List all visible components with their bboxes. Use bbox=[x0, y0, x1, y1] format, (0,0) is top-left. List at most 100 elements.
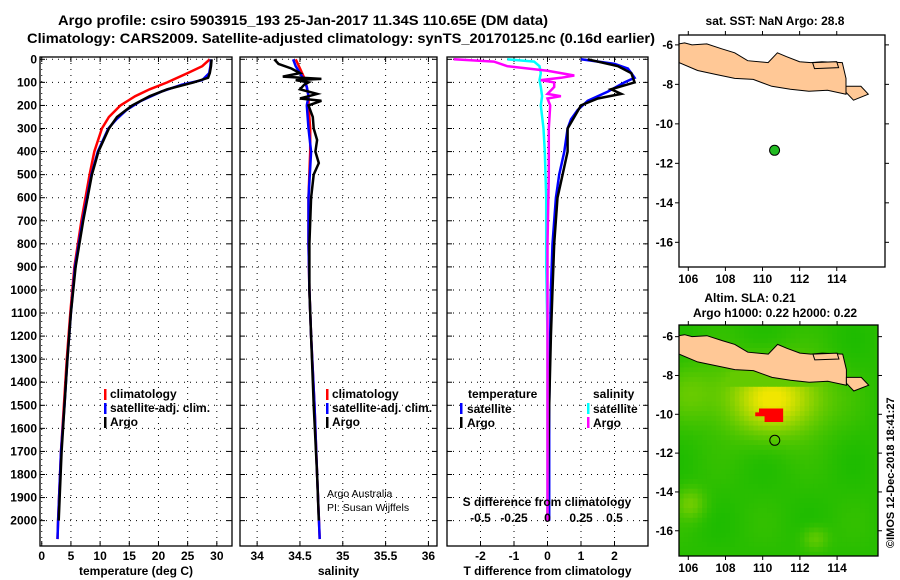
sla-cell bbox=[818, 478, 824, 484]
sla-cell bbox=[758, 463, 764, 470]
sla-cell bbox=[832, 468, 838, 475]
sla-cell bbox=[795, 325, 801, 329]
sla-cell bbox=[706, 458, 713, 465]
sla-cell bbox=[846, 395, 852, 402]
sla-cell bbox=[841, 454, 847, 460]
sla-cell bbox=[874, 386, 878, 392]
sla-cell bbox=[790, 497, 796, 504]
sla-cell bbox=[785, 381, 792, 387]
sla-cell bbox=[716, 458, 722, 465]
sla-cell bbox=[734, 473, 740, 479]
sla-cell bbox=[785, 405, 792, 412]
sla-cell bbox=[804, 483, 810, 489]
sla-cell bbox=[860, 531, 866, 538]
sla-cell bbox=[818, 415, 824, 421]
sla-cell bbox=[804, 463, 810, 470]
sla-cell bbox=[683, 502, 689, 509]
sla-cell bbox=[795, 512, 801, 518]
sla-cell bbox=[823, 337, 829, 344]
sla-cell bbox=[813, 483, 819, 489]
sla-cell bbox=[725, 386, 731, 392]
sla-cell bbox=[846, 526, 852, 533]
sla-cell bbox=[720, 526, 726, 533]
sla-cell bbox=[865, 522, 871, 528]
sla-cell bbox=[869, 434, 875, 441]
sla-cell bbox=[734, 332, 740, 339]
lat-tick-label: -8 bbox=[662, 368, 673, 382]
lon-tick-label: 108 bbox=[715, 272, 735, 286]
sla-cell bbox=[790, 395, 796, 402]
sla-cell bbox=[744, 531, 750, 538]
sla-cell bbox=[837, 454, 843, 460]
sla-cell bbox=[711, 478, 717, 484]
sla-cell bbox=[804, 381, 810, 387]
sla-cell bbox=[720, 366, 726, 373]
sla-cell bbox=[823, 347, 829, 353]
sla-cell bbox=[702, 449, 708, 455]
sla-cell bbox=[860, 478, 866, 484]
sla-cell bbox=[874, 410, 878, 416]
sla-cell bbox=[841, 502, 847, 509]
sla-cell bbox=[799, 420, 806, 426]
sla-cell bbox=[753, 541, 759, 547]
sla-cell bbox=[753, 449, 759, 455]
sla-cell bbox=[799, 332, 806, 339]
sla-cell bbox=[692, 444, 699, 450]
sla-cell bbox=[823, 488, 829, 494]
sla-cell bbox=[725, 483, 731, 489]
sla-cell bbox=[711, 410, 717, 416]
sla-cell bbox=[813, 444, 819, 450]
sla-cell bbox=[772, 531, 778, 538]
sla-cell bbox=[804, 507, 810, 513]
sla-cell bbox=[823, 526, 829, 533]
sla-cell bbox=[683, 546, 689, 552]
sla-cell bbox=[706, 526, 713, 533]
sla-cell bbox=[818, 483, 824, 489]
sla-cell bbox=[734, 478, 740, 484]
sla-cell bbox=[753, 512, 759, 518]
sla-cell bbox=[827, 546, 833, 552]
sla-cell bbox=[841, 551, 847, 556]
sla-cell bbox=[753, 386, 759, 392]
lat-tick-label: -12 bbox=[656, 446, 674, 460]
sla-cell bbox=[739, 458, 745, 465]
sla-cell bbox=[804, 415, 810, 421]
sla-cell bbox=[855, 517, 861, 523]
sla-cell bbox=[776, 449, 782, 455]
sla-cell bbox=[781, 405, 787, 412]
sla-cell bbox=[706, 420, 713, 426]
sla-cell bbox=[832, 400, 838, 407]
sla-cell bbox=[697, 439, 703, 445]
sla-cell bbox=[823, 454, 829, 460]
lon-tick-label: 112 bbox=[790, 561, 810, 575]
sla-cell bbox=[832, 449, 838, 455]
sla-cell bbox=[837, 395, 843, 402]
sla-cell bbox=[688, 463, 694, 470]
sla-cell bbox=[851, 492, 857, 499]
sla-cell bbox=[785, 488, 792, 494]
sla-cell bbox=[818, 497, 824, 504]
sla-cell bbox=[753, 517, 759, 523]
sla-cell bbox=[683, 357, 689, 363]
legend-swatch bbox=[326, 389, 329, 400]
sla-cell bbox=[860, 468, 866, 475]
sla-cell bbox=[720, 468, 726, 475]
sla-cell bbox=[841, 400, 847, 407]
sla-cell bbox=[702, 522, 708, 528]
sla-cell bbox=[748, 420, 754, 426]
sla-cell bbox=[730, 497, 736, 504]
sla-cell bbox=[865, 327, 871, 334]
sla-cell bbox=[767, 507, 773, 513]
sla-cell bbox=[772, 517, 778, 523]
sla-cell bbox=[753, 502, 759, 509]
sla-cell bbox=[818, 463, 824, 470]
sla-cell bbox=[851, 458, 857, 465]
lon-tick-label: 108 bbox=[715, 561, 735, 575]
sla-cell bbox=[706, 546, 713, 552]
sla-cell bbox=[874, 347, 878, 353]
sla-cell bbox=[874, 420, 878, 426]
sla-cell bbox=[772, 454, 778, 460]
sla-cell bbox=[753, 415, 759, 421]
sla-cell bbox=[762, 536, 768, 543]
sla-cell bbox=[758, 454, 764, 460]
